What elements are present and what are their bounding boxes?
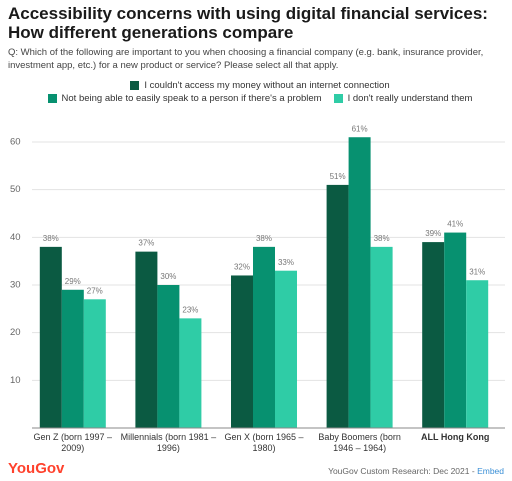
bar [39,246,62,428]
bar [253,246,275,428]
bar [348,137,371,428]
legend-label: I don't really understand them [347,93,473,104]
brand-logo: YouGov [8,460,65,477]
legend-label: I couldn't access my money without an in… [144,80,390,91]
y-tick-label: 40 [10,232,21,243]
value-label: 32% [234,263,250,272]
source: YouGov Custom Research: Dec 2021 - Embed [328,466,504,476]
value-label: 29% [65,277,81,286]
x-tick-label: Millennials (born 1981 – 1996) [120,432,217,453]
y-tick-label: 20 [10,327,21,338]
legend-swatch [47,94,57,103]
bar [422,242,445,428]
legend-item: Not being able to easily speak to a pers… [47,93,322,104]
legend: I couldn't access my money without an in… [20,80,500,104]
y-tick-label: 50 [10,184,21,195]
bar [83,299,106,428]
value-label: 41% [447,220,463,229]
chart-subtitle: Q: Which of the following are important … [8,47,484,71]
value-label: 61% [352,124,368,133]
bar [135,251,158,428]
x-tick-label: Gen Z (born 1997 – 2009) [33,432,113,453]
x-tick-label: ALL Hong Kong [421,432,490,442]
value-label: 38% [256,234,272,243]
x-tick-label: Gen X (born 1965 – 1980) [224,432,304,453]
bar [326,184,349,428]
value-label: 39% [425,229,441,238]
y-tick-label: 30 [10,280,21,291]
y-tick-label: 10 [10,375,21,386]
value-label: 33% [278,258,294,267]
bar [61,289,84,428]
legend-label: Not being able to easily speak to a pers… [61,93,322,104]
y-tick-label: 60 [10,137,21,148]
value-label: 30% [160,272,176,281]
value-label: 51% [330,172,346,181]
bar [179,318,202,428]
value-label: 27% [87,286,103,295]
chart-title: Accessibility concerns with using digita… [8,4,488,42]
bar [444,232,467,428]
value-label: 37% [138,239,154,248]
value-label: 31% [469,267,485,276]
value-label: 23% [182,305,198,314]
source-text: YouGov Custom Research: Dec 2021 - [328,466,475,476]
x-tick-label: Baby Boomers (born 1946 – 1964) [318,432,401,453]
legend-item: I don't really understand them [333,93,473,104]
embed-link[interactable]: Embed [477,466,504,476]
bar [370,246,393,428]
legend-swatch [130,81,140,90]
legend-swatch [333,94,343,103]
bar [275,270,297,428]
bar [231,275,253,428]
legend-item: I couldn't access my money without an in… [130,80,390,91]
bar [466,280,489,428]
bar [157,285,180,428]
value-label: 38% [43,234,59,243]
value-label: 38% [374,234,390,243]
